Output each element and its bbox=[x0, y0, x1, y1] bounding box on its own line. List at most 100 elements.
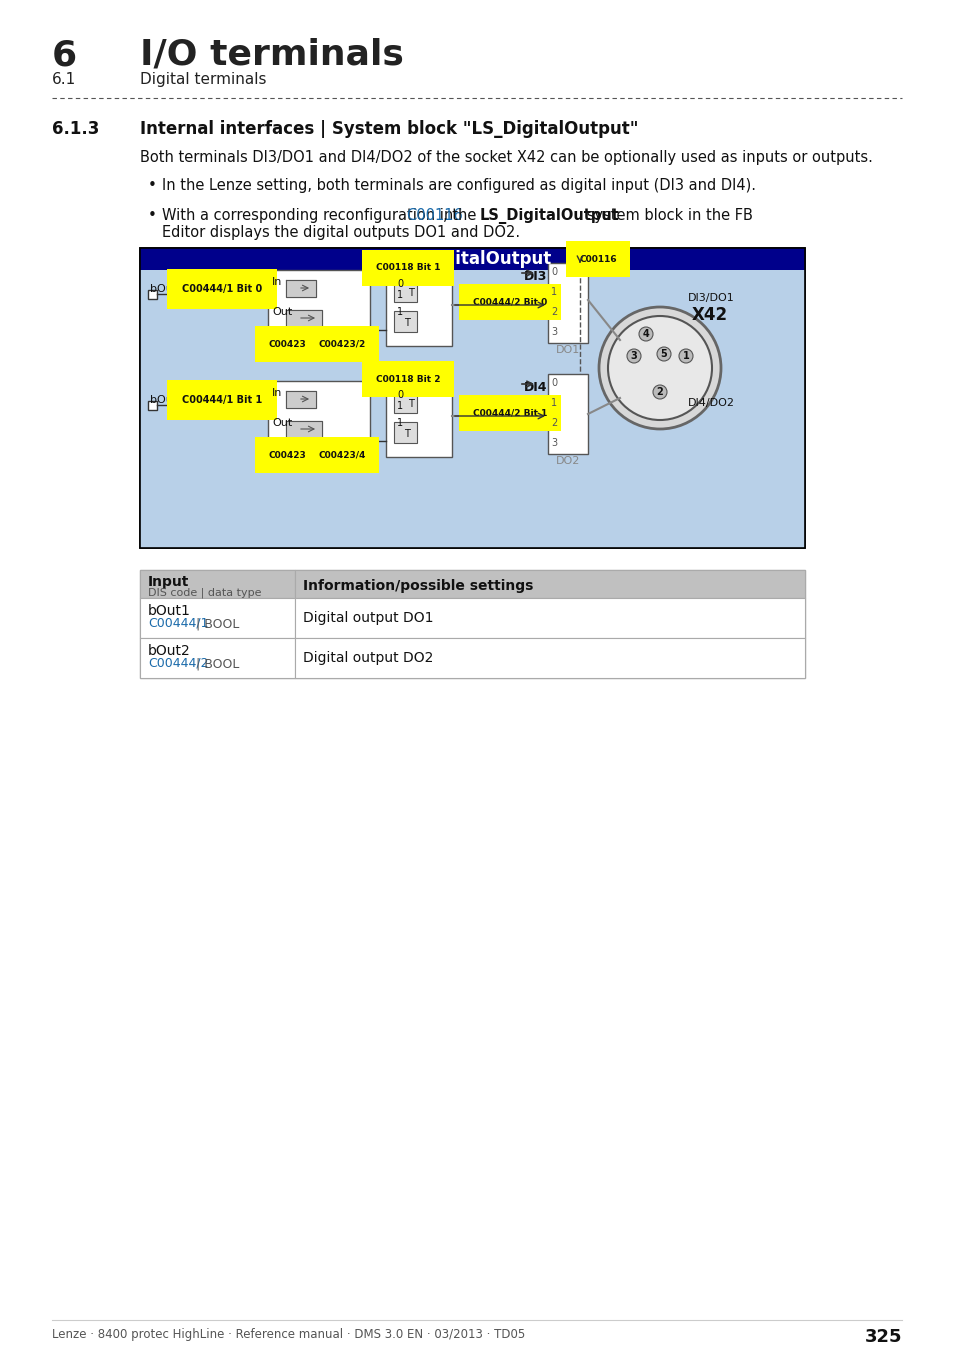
FancyBboxPatch shape bbox=[394, 394, 416, 413]
Text: bOut2: bOut2 bbox=[148, 644, 191, 657]
Text: , the: , the bbox=[442, 208, 480, 223]
Text: 4: 4 bbox=[642, 329, 649, 339]
FancyBboxPatch shape bbox=[140, 598, 294, 639]
Circle shape bbox=[679, 350, 692, 363]
Text: 0: 0 bbox=[396, 390, 403, 400]
Circle shape bbox=[657, 347, 670, 360]
FancyBboxPatch shape bbox=[268, 381, 370, 458]
Text: C00118 Bit 2: C00118 Bit 2 bbox=[375, 374, 439, 383]
FancyBboxPatch shape bbox=[140, 248, 804, 270]
FancyBboxPatch shape bbox=[394, 423, 416, 443]
Text: bOut2: bOut2 bbox=[150, 396, 184, 405]
Text: Digital terminals: Digital terminals bbox=[140, 72, 266, 86]
Text: | BOOL: | BOOL bbox=[192, 657, 239, 670]
Text: C00444/2: C00444/2 bbox=[148, 657, 209, 670]
FancyBboxPatch shape bbox=[386, 381, 452, 458]
Text: 6.1.3: 6.1.3 bbox=[52, 120, 99, 138]
Text: •: • bbox=[148, 178, 156, 193]
Text: C00423/1: C00423/1 bbox=[268, 339, 315, 348]
Text: 1: 1 bbox=[396, 418, 403, 428]
Text: 2: 2 bbox=[551, 306, 557, 317]
Polygon shape bbox=[286, 421, 322, 437]
Text: 0: 0 bbox=[396, 279, 403, 289]
FancyBboxPatch shape bbox=[148, 290, 157, 298]
Text: LS_DigitalOutput: LS_DigitalOutput bbox=[478, 208, 618, 224]
Polygon shape bbox=[286, 310, 322, 327]
Text: DIS code | data type: DIS code | data type bbox=[148, 589, 261, 598]
Text: 2: 2 bbox=[551, 418, 557, 428]
Text: Input: Input bbox=[148, 575, 190, 589]
Text: In: In bbox=[272, 277, 282, 288]
Text: 325: 325 bbox=[863, 1328, 901, 1346]
Text: bOut1: bOut1 bbox=[150, 284, 184, 294]
Text: T: T bbox=[403, 429, 410, 439]
Text: •: • bbox=[148, 208, 156, 223]
FancyBboxPatch shape bbox=[140, 270, 804, 548]
Text: T: T bbox=[408, 400, 414, 409]
Text: 1: 1 bbox=[396, 290, 403, 300]
Text: 6.1: 6.1 bbox=[52, 72, 76, 86]
Circle shape bbox=[652, 385, 666, 400]
FancyBboxPatch shape bbox=[140, 639, 294, 678]
Text: C00444/1 Bit 0: C00444/1 Bit 0 bbox=[182, 284, 262, 294]
Circle shape bbox=[626, 350, 640, 363]
Text: C00444/1 Bit 1: C00444/1 Bit 1 bbox=[182, 396, 262, 405]
Circle shape bbox=[639, 327, 652, 342]
Text: Out: Out bbox=[272, 306, 292, 317]
FancyBboxPatch shape bbox=[386, 270, 452, 346]
Polygon shape bbox=[286, 392, 315, 408]
Text: Information/possible settings: Information/possible settings bbox=[303, 579, 533, 593]
Text: C00116: C00116 bbox=[406, 208, 462, 223]
FancyBboxPatch shape bbox=[140, 248, 804, 548]
Text: 1: 1 bbox=[396, 306, 403, 317]
Text: I/O terminals: I/O terminals bbox=[140, 38, 403, 72]
Text: C00444/2 Bit 1: C00444/2 Bit 1 bbox=[473, 409, 547, 417]
Text: LS_DigitalOutput: LS_DigitalOutput bbox=[393, 250, 551, 269]
Text: In the Lenze setting, both terminals are configured as digital input (DI3 and DI: In the Lenze setting, both terminals are… bbox=[162, 178, 755, 193]
Text: C00444/1: C00444/1 bbox=[148, 617, 209, 630]
FancyBboxPatch shape bbox=[394, 310, 416, 332]
Text: DI4: DI4 bbox=[523, 381, 547, 394]
Text: system block in the FB: system block in the FB bbox=[581, 208, 752, 223]
Text: 3: 3 bbox=[551, 437, 557, 448]
Text: 5: 5 bbox=[659, 350, 667, 359]
Text: X42: X42 bbox=[691, 306, 727, 324]
Text: C00423/4: C00423/4 bbox=[318, 451, 365, 459]
FancyBboxPatch shape bbox=[140, 570, 294, 598]
Text: 3: 3 bbox=[551, 327, 557, 338]
Text: | BOOL: | BOOL bbox=[192, 617, 239, 630]
Text: bOut1: bOut1 bbox=[148, 603, 191, 618]
FancyBboxPatch shape bbox=[294, 570, 804, 598]
Text: C00444/2 Bit 0: C00444/2 Bit 0 bbox=[473, 297, 547, 306]
Text: Lenze · 8400 protec HighLine · Reference manual · DMS 3.0 EN · 03/2013 · TD05: Lenze · 8400 protec HighLine · Reference… bbox=[52, 1328, 525, 1341]
Text: T: T bbox=[403, 319, 410, 328]
Text: C00423/2: C00423/2 bbox=[318, 339, 365, 348]
Text: DI3: DI3 bbox=[523, 270, 547, 284]
Text: 3: 3 bbox=[630, 351, 637, 360]
FancyBboxPatch shape bbox=[394, 284, 416, 302]
Text: Digital output DO2: Digital output DO2 bbox=[303, 651, 433, 666]
FancyBboxPatch shape bbox=[547, 374, 587, 454]
Text: DO2: DO2 bbox=[556, 456, 579, 466]
Text: 0: 0 bbox=[551, 378, 557, 387]
Text: DO1: DO1 bbox=[556, 346, 579, 355]
Circle shape bbox=[607, 316, 711, 420]
FancyBboxPatch shape bbox=[294, 598, 804, 639]
FancyBboxPatch shape bbox=[148, 401, 157, 410]
FancyBboxPatch shape bbox=[547, 263, 587, 343]
FancyBboxPatch shape bbox=[294, 639, 804, 678]
Text: 1: 1 bbox=[551, 288, 557, 297]
Text: DI4/DO2: DI4/DO2 bbox=[687, 398, 734, 408]
Text: T: T bbox=[408, 288, 414, 298]
Text: Both terminals DI3/DO1 and DI4/DO2 of the socket X42 can be optionally used as i: Both terminals DI3/DO1 and DI4/DO2 of th… bbox=[140, 150, 872, 165]
Text: 0: 0 bbox=[551, 267, 557, 277]
Text: 6: 6 bbox=[52, 38, 77, 72]
Circle shape bbox=[598, 306, 720, 429]
Text: 1: 1 bbox=[551, 398, 557, 408]
Text: Editor displays the digital outputs DO1 and DO2.: Editor displays the digital outputs DO1 … bbox=[162, 225, 519, 240]
Text: C00423/3: C00423/3 bbox=[268, 451, 315, 459]
Text: 1: 1 bbox=[396, 401, 403, 410]
Text: In: In bbox=[272, 387, 282, 398]
Text: 1: 1 bbox=[682, 351, 689, 360]
Text: With a corresponding reconfiguration in: With a corresponding reconfiguration in bbox=[162, 208, 457, 223]
